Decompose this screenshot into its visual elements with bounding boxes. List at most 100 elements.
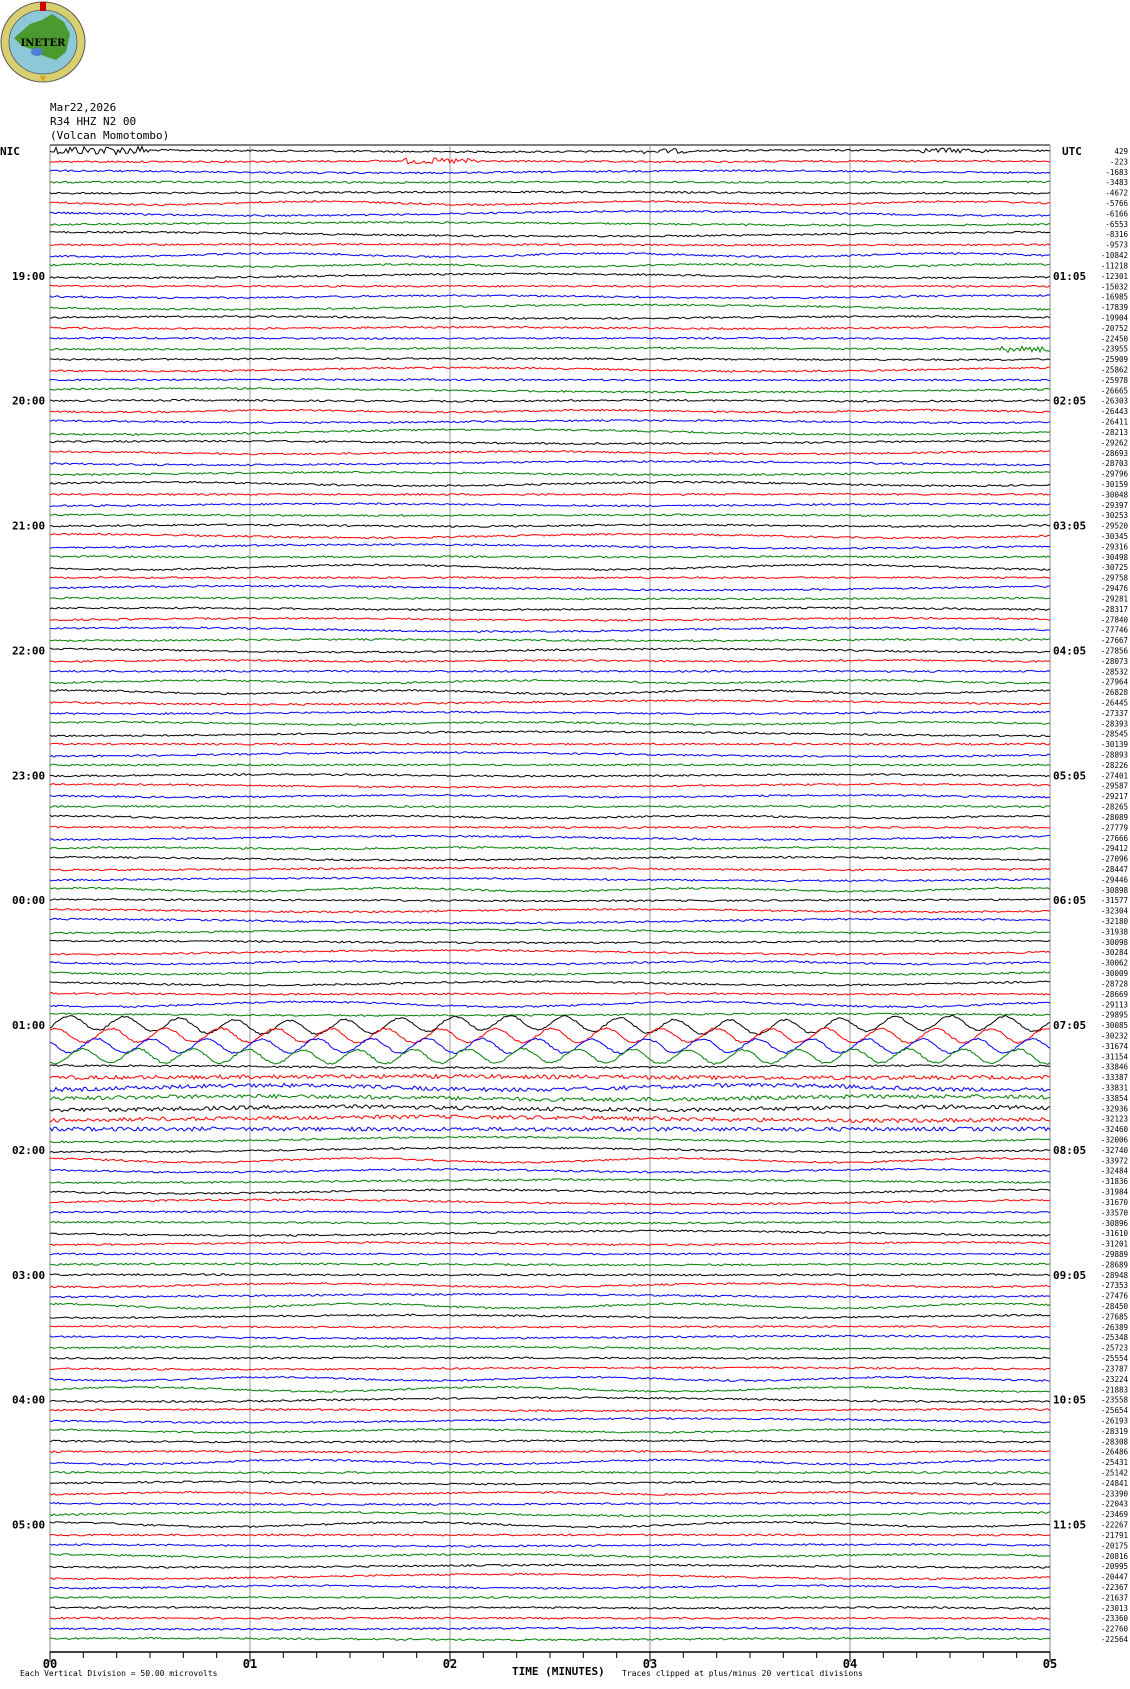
trace-offset-label: -27840	[1101, 615, 1129, 624]
trace-line	[49, 626, 1051, 634]
right-hour-label: 10:05	[1053, 1394, 1086, 1407]
right-hour-label: 11:05	[1053, 1519, 1086, 1532]
trace-line	[49, 1093, 1051, 1102]
trace-line	[49, 314, 1051, 320]
trace-line	[49, 378, 1051, 382]
trace-offset-label: -29758	[1101, 574, 1129, 583]
trace-line	[49, 200, 1051, 207]
trace-line	[49, 1552, 1051, 1559]
trace-offset-label: -28317	[1101, 605, 1128, 614]
trace-offset-label: -22564	[1101, 1635, 1129, 1644]
right-hour-label: 03:05	[1053, 520, 1086, 533]
trace-line	[49, 345, 1051, 354]
trace-line	[49, 294, 1051, 300]
trace-line	[49, 513, 1051, 518]
trace-line	[49, 1385, 1051, 1393]
trace-line	[49, 1167, 1051, 1174]
trace-offset-label: -28728	[1101, 979, 1129, 988]
trace-line	[49, 1047, 1051, 1066]
trace-line	[49, 846, 1051, 851]
trace-offset-label: -11218	[1101, 262, 1129, 271]
trace-line	[49, 1073, 1051, 1081]
trace-offset-label: -26828	[1101, 688, 1129, 697]
trace-offset-label: -22367	[1101, 1583, 1128, 1592]
trace-line	[49, 251, 1051, 259]
trace-line	[49, 1584, 1051, 1590]
trace-line	[49, 1262, 1051, 1267]
left-hour-label: 22:00	[12, 645, 45, 658]
trace-offset-label: -25978	[1101, 376, 1129, 385]
trace-offset-label: -26193	[1101, 1417, 1128, 1426]
trace-offset-label: -29397	[1101, 501, 1128, 510]
trace-labels: 429-223 -1683-3483 -4672-5766-6166 -6553-83…	[12, 147, 1128, 1644]
trace-offset-label: -28532	[1101, 667, 1128, 676]
ineter-logo: INETER	[0, 1, 86, 83]
trace-line	[49, 209, 1051, 217]
trace-line	[49, 1082, 1051, 1093]
trace-offset-label: -3483	[1105, 178, 1128, 187]
trace-offset-label: -20816	[1101, 1552, 1129, 1561]
trace-line	[49, 866, 1051, 872]
trace-line	[49, 606, 1051, 612]
trace-line	[49, 1407, 1051, 1413]
trace-line	[49, 1313, 1051, 1320]
trace-offset-label: -22450	[1101, 334, 1129, 343]
trace-offset-label: -28450	[1101, 1302, 1129, 1311]
trace-offset-label: -22760	[1101, 1625, 1129, 1634]
trace-offset-label: -5766	[1105, 199, 1128, 208]
trace-line	[49, 1210, 1051, 1215]
x-tick-label: 02	[443, 1657, 457, 1671]
trace-line	[49, 190, 1051, 195]
trace-line	[49, 1416, 1051, 1424]
trace-line	[49, 169, 1051, 175]
trace-line	[49, 325, 1051, 331]
trace-offset-label: -27964	[1101, 678, 1129, 687]
trace-line	[49, 584, 1051, 592]
x-tick-label: 01	[243, 1657, 257, 1671]
left-hour-label: 03:00	[12, 1269, 45, 1282]
trace-line	[49, 876, 1051, 883]
right-hour-label: 02:05	[1053, 395, 1086, 408]
trace-line	[49, 1366, 1051, 1371]
trace-line	[49, 1273, 1051, 1277]
trace-offset-label: -26389	[1101, 1323, 1128, 1332]
trace-offset-label: -32740	[1101, 1146, 1129, 1155]
trace-line	[49, 939, 1051, 945]
trace-line	[49, 898, 1051, 903]
trace-line	[49, 419, 1051, 425]
trace-offset-label: -23390	[1101, 1489, 1129, 1498]
trace-offset-label: -28447	[1101, 865, 1128, 874]
trace-line	[49, 596, 1051, 601]
trace-offset-label: -25431	[1101, 1458, 1128, 1467]
trace-line	[50, 357, 1051, 362]
trace-line	[49, 1292, 1051, 1299]
trace-offset-label: -25909	[1101, 355, 1128, 364]
x-tick-label: 00	[43, 1657, 57, 1671]
trace-offset-label: -30498	[1101, 553, 1129, 562]
trace-offset-label: -28669	[1101, 990, 1128, 999]
trace-offset-label: -23955	[1101, 345, 1128, 354]
trace-line	[49, 1027, 1051, 1044]
trace-offset-label: -6553	[1105, 220, 1128, 229]
trace-line	[49, 543, 1051, 550]
trace-line	[49, 688, 1051, 696]
trace-offset-label: -21791	[1101, 1531, 1128, 1540]
trace-offset-label: -33387	[1101, 1073, 1128, 1082]
trace-line	[49, 1375, 1051, 1382]
trace-offset-label: -29412	[1101, 844, 1128, 853]
trace-offset-label: -15032	[1101, 282, 1128, 291]
trace-offset-label: -20995	[1101, 1562, 1128, 1571]
trace-line	[49, 1282, 1051, 1289]
trace-line	[49, 1626, 1051, 1631]
left-hour-label: 20:00	[12, 395, 45, 408]
trace-line	[49, 814, 1051, 820]
trace-offset-label: -28689	[1101, 1260, 1128, 1269]
trace-offset-label: -28226	[1101, 761, 1129, 770]
trace-line	[49, 928, 1050, 935]
trace-offset-label: -30139	[1101, 740, 1128, 749]
trace-line	[49, 157, 1051, 165]
trace-offset-label: -25348	[1101, 1333, 1129, 1342]
trace-line	[49, 1146, 1051, 1154]
trace-line	[49, 1334, 1051, 1340]
trace-line	[49, 1595, 1051, 1599]
